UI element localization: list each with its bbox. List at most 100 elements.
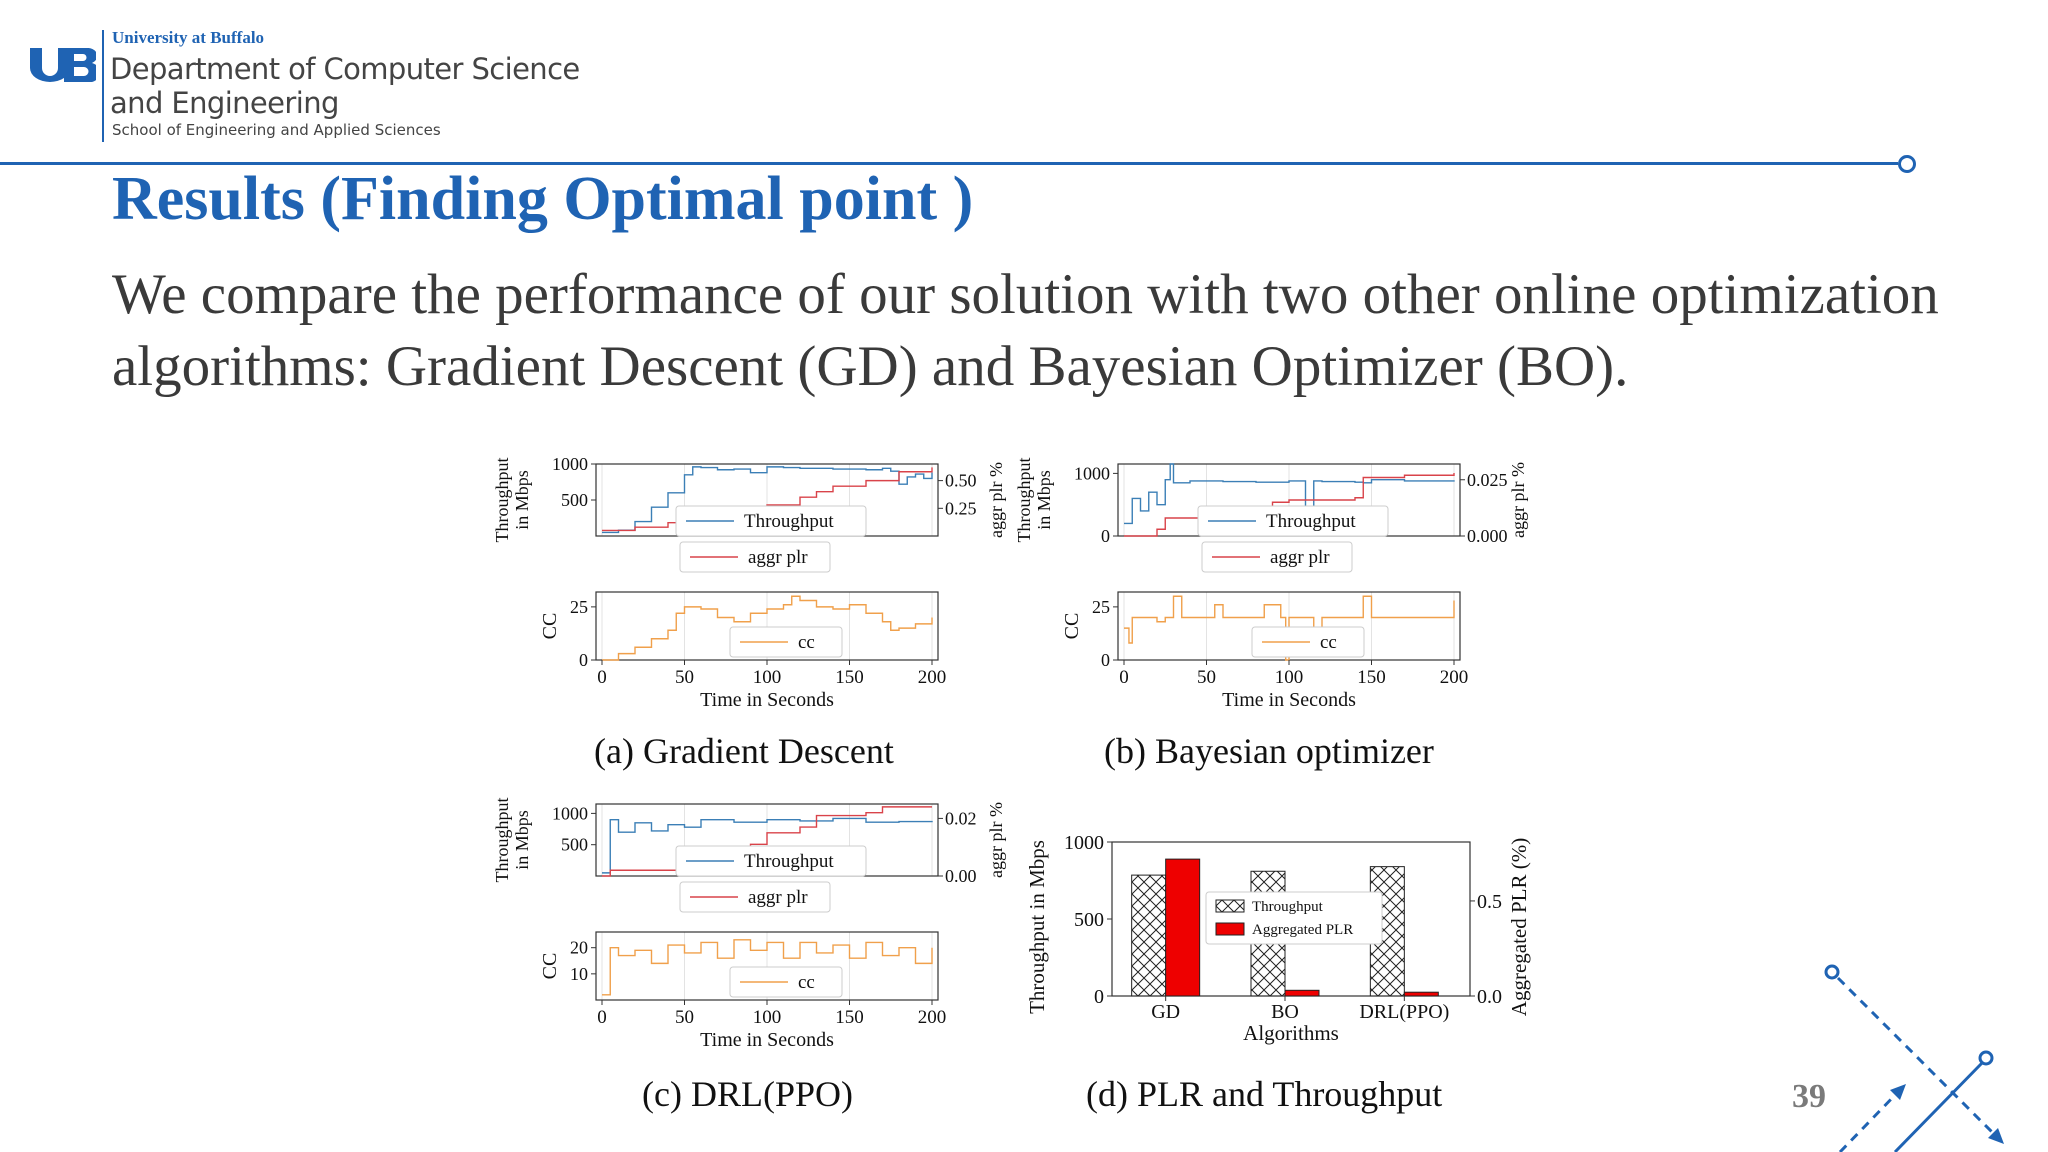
cc-y-tick-label: 0	[579, 650, 588, 670]
throughput-y-axis-label: Throughput in Mbps	[1025, 840, 1049, 1014]
y-tick-label: 500	[561, 835, 588, 855]
legend-cc-label: cc	[798, 632, 815, 653]
university-name: University at Buffalo	[112, 28, 265, 47]
throughput-y-axis-label: Throughputin Mbps	[1014, 458, 1054, 543]
legend-plr-swatch	[1215, 922, 1245, 936]
ub-logo-icon	[30, 48, 96, 82]
caption-b: (b) Bayesian optimizer	[1104, 731, 1434, 771]
x-tick-label: 200	[1440, 667, 1469, 688]
y2-tick-label: 0.02	[945, 808, 977, 828]
throughput-y-axis-label: Throughputin Mbps	[492, 798, 532, 883]
aggr-plr-series-line	[1124, 473, 1455, 537]
x-tick-label: 50	[1197, 667, 1216, 688]
legend-throughput-label: Throughput	[744, 851, 834, 872]
cc-y-tick-label: 25	[570, 597, 588, 617]
body-text-line-1: We compare the performance of our soluti…	[112, 263, 1939, 326]
cc-y-tick-label: 20	[570, 938, 588, 958]
legend-plr-label: Aggregated PLR	[1252, 922, 1353, 938]
legend-throughput-box	[1197, 505, 1389, 537]
x-tick-label: 50	[675, 1007, 694, 1028]
throughput-bar	[1131, 874, 1167, 997]
x-tick-label: 200	[918, 1007, 947, 1028]
legend-cc-label: cc	[1320, 632, 1337, 653]
legend-throughput-box	[675, 505, 867, 537]
plr-y-axis-label: aggr plr %	[986, 802, 1006, 878]
y2-tick-label: 0.0	[1477, 986, 1502, 1008]
throughput-y-axis-label: Throughputin Mbps	[492, 458, 532, 543]
caption-a: (a) Gradient Descent	[594, 731, 894, 771]
y2-tick-label: 0.025	[1467, 470, 1508, 490]
x-tick-label: GD	[1151, 1001, 1180, 1023]
throughput-series-line	[602, 466, 933, 534]
x-axis-label: Algorithms	[1243, 1021, 1339, 1045]
legend-aggr-plr-box	[1201, 541, 1353, 573]
legend-aggr-plr-box	[679, 541, 831, 573]
school-name: School of Engineering and Applied Scienc…	[112, 121, 441, 139]
plr-y-axis-label: Aggregated PLR (%)	[1507, 838, 1531, 1016]
x-tick-label: 0	[1119, 667, 1129, 688]
header-rule-end-dot	[1898, 155, 1916, 173]
x-tick-label: 200	[918, 667, 947, 688]
chart-gradient-descent: 1000 500 0.50 0.25 25 00 50 100 150 200 Time in Se…	[492, 454, 1006, 711]
cc-y-axis-label: CC	[539, 613, 561, 640]
y-tick-label: 500	[561, 490, 588, 510]
y-tick-label: 500	[1074, 909, 1104, 931]
y2-tick-label: 0.25	[945, 498, 977, 518]
x-tick-label: 100	[753, 1007, 782, 1028]
y-tick-label: 1000	[552, 803, 588, 823]
brand-divider	[102, 30, 104, 142]
y2-tick-label: 0.5	[1477, 891, 1502, 913]
department-name-line2: and Engineering	[110, 86, 339, 120]
y-tick-label: 0	[1094, 986, 1104, 1008]
x-axis-label: Time in Seconds	[700, 689, 834, 711]
y-tick-label: 1000	[1064, 832, 1104, 854]
y-tick-label: 1000	[552, 454, 588, 474]
x-tick-label: DRL(PPO)	[1359, 1001, 1449, 1023]
legend-aggr-plr-label: aggr plr	[748, 547, 808, 568]
cc-series-line	[602, 595, 933, 661]
legend-throughput-label: Throughput	[1266, 511, 1356, 532]
throughput-series-line	[602, 817, 933, 874]
plr-bar	[1284, 989, 1320, 997]
body-text-line-2: algorithms: Gradient Descent (GD) and Ba…	[112, 335, 1629, 398]
legend-throughput-label: Throughput	[1252, 899, 1324, 915]
chart-plr-and-throughput: GD BO DRL(PPO) 1000 500 0 0.5 0.0 Algorithms Thro…	[1025, 832, 1531, 1045]
header-rule	[0, 162, 1898, 165]
x-tick-label: 100	[1275, 667, 1304, 688]
y-tick-label: 0	[1101, 526, 1110, 546]
y2-tick-label: 0.50	[945, 471, 977, 491]
x-tick-label: 100	[753, 667, 782, 688]
bar-legend-box	[1205, 891, 1383, 945]
x-tick-label: 150	[835, 1007, 864, 1028]
decorative-arrows-icon	[1824, 964, 2004, 1152]
legend-throughput-label: Throughput	[744, 511, 834, 532]
aggr-plr-series-line	[602, 467, 933, 532]
cc-y-tick-label: 25	[1092, 597, 1110, 617]
slide-title: Results (Finding Optimal point )	[112, 165, 974, 233]
plr-y-axis-label: aggr plr %	[986, 462, 1006, 538]
legend-throughput-swatch	[1215, 899, 1245, 913]
cc-y-tick-label: 10	[570, 964, 588, 984]
cc-y-axis-label: CC	[1061, 613, 1083, 640]
y-tick-label: 1000	[1074, 463, 1110, 483]
legend-aggr-plr-box	[679, 881, 831, 913]
x-tick-label: BO	[1271, 1001, 1299, 1023]
legend-aggr-plr-label: aggr plr	[748, 887, 808, 908]
legend-cc-label: cc	[798, 972, 815, 993]
x-tick-label: 0	[597, 667, 607, 688]
x-axis-label: Time in Seconds	[700, 1029, 834, 1051]
x-tick-label: 50	[675, 667, 694, 688]
page-number: 39	[1792, 1078, 1826, 1115]
legend-aggr-plr-label: aggr plr	[1270, 547, 1330, 568]
y2-tick-label: 0.000	[1467, 526, 1508, 546]
x-tick-label: 0	[597, 1007, 607, 1028]
x-tick-label: 150	[835, 667, 864, 688]
caption-c: (c) DRL(PPO)	[642, 1074, 853, 1114]
plr-y-axis-label: aggr plr %	[1508, 462, 1528, 538]
x-tick-label: 150	[1357, 667, 1386, 688]
plr-bar	[1403, 991, 1439, 997]
department-name: Department of Computer Science	[110, 52, 580, 86]
cc-series-line	[1124, 595, 1455, 661]
y2-tick-label: 0.00	[945, 866, 977, 886]
